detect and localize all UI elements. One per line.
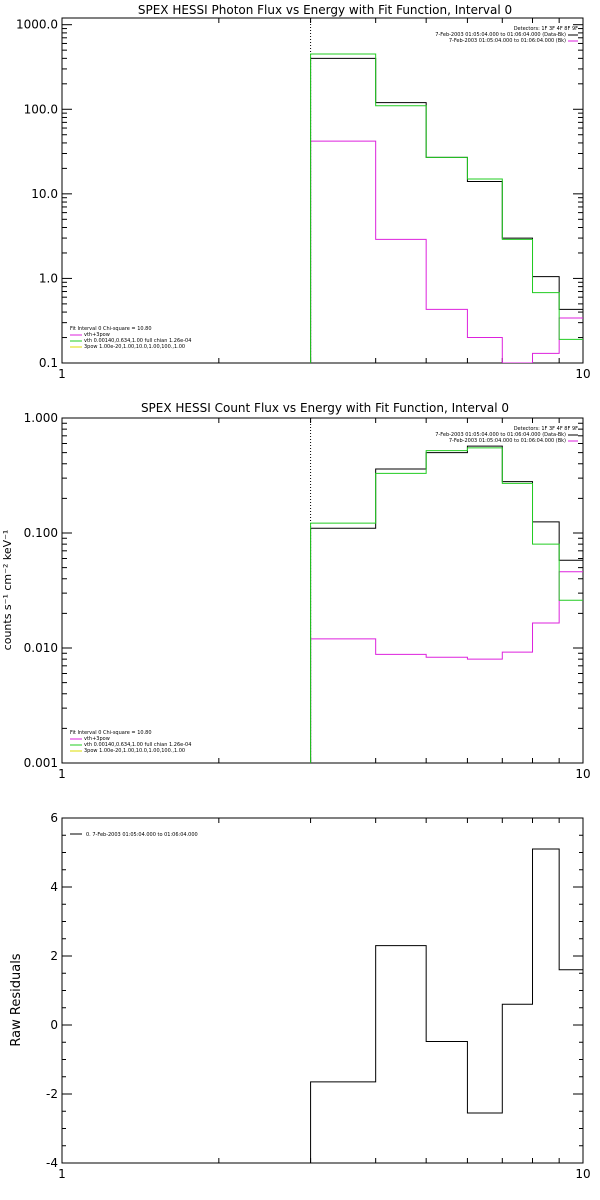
residuals-y-tick-label: 4 xyxy=(50,880,58,894)
residuals-x-tick-label: 10 xyxy=(575,1167,590,1181)
count-header-bk: 7-Feb-2003 01:05:04.000 to 01:06:04.000 … xyxy=(449,438,566,444)
photon-y-tick-label: 1000.0 xyxy=(16,18,58,32)
residuals-y-tick-label: 6 xyxy=(50,811,58,825)
photon-fit-summary: Fit Interval 0 Chi-square = 10.80 xyxy=(70,326,152,332)
photon-series-fit xyxy=(310,53,583,363)
residuals-y-tick-label: -4 xyxy=(46,1156,58,1170)
photon-y-tick-label: 0.1 xyxy=(39,356,58,370)
count-y-tick-label: 1.000 xyxy=(24,411,58,425)
photon-fit-function: vth+3pow xyxy=(84,332,110,338)
count-series-fit xyxy=(310,447,583,763)
count-y-tick-label: 0.010 xyxy=(24,641,58,655)
count-series-data xyxy=(310,445,583,763)
residuals-legend-label: 0. 7-Feb-2003 01:05:04.000 to 01:06:04.0… xyxy=(86,832,198,838)
residuals-y-tick-label: -2 xyxy=(46,1087,58,1101)
count-x-tick-label: 1 xyxy=(58,767,66,781)
count-series-model xyxy=(310,571,583,763)
residuals-plot-frame xyxy=(61,817,584,1164)
residuals-series-residuals xyxy=(310,848,583,1163)
photon-header-detectors: Detectors: 1F 3F 4F 8F 9F xyxy=(514,26,578,32)
photon-y-tick-label: 1.0 xyxy=(39,271,58,285)
residuals-x-tick-label: 1 xyxy=(58,1167,66,1181)
photon-plot-frame xyxy=(61,17,584,364)
photon-header-bk: 7-Feb-2003 01:05:04.000 to 01:06:04.000 … xyxy=(449,38,566,44)
photon-x-tick-label: 10 xyxy=(575,367,590,381)
photon-chart-title: SPEX HESSI Photon Flux vs Energy with Fi… xyxy=(138,3,512,17)
count-fit-vth: vth 0.00140,0.634,1.00 full chian 1.26e-… xyxy=(84,742,191,748)
count-header-detectors: Detectors: 1F 3F 4F 8F 9F xyxy=(514,426,578,432)
count-header-databk: 7-Feb-2003 01:05:04.000 to 01:06:04.000 … xyxy=(435,432,566,438)
count-y-tick-label: 0.001 xyxy=(24,756,58,770)
count-chart-title: SPEX HESSI Count Flux vs Energy with Fit… xyxy=(141,401,509,415)
photon-fit-vth: vth 0.00140,0.634,1.00 full chian 1.26e-… xyxy=(84,338,191,344)
photon-header-databk: 7-Feb-2003 01:05:04.000 to 01:06:04.000 … xyxy=(435,32,566,38)
residuals-y-tick-label: 2 xyxy=(50,949,58,963)
photon-series-model xyxy=(310,140,583,363)
photon-y-tick-label: 10.0 xyxy=(31,187,58,201)
photon-series-data xyxy=(310,57,583,363)
photon-fit-3pow: 3pow 1.00e-20,1.00,10.0,1.00,100.,1.00 xyxy=(84,344,185,350)
residuals-panel: Raw Residuals 0. 7-Feb-2003 01:05:04.000… xyxy=(9,811,591,1181)
count-flux-panel: SPEX HESSI Count Flux vs Energy with Fit… xyxy=(1,401,591,781)
residuals-y-axis-label: Raw Residuals xyxy=(9,953,24,1046)
count-x-tick-label: 10 xyxy=(575,767,590,781)
photon-y-tick-label: 100.0 xyxy=(24,102,58,116)
residuals-y-tick-label: 0 xyxy=(50,1018,58,1032)
count-fit-summary: Fit Interval 0 Chi-square = 10.80 xyxy=(70,730,152,736)
count-y-tick-label: 0.100 xyxy=(24,526,58,540)
count-fit-function: vth+3pow xyxy=(84,736,110,742)
count-plot-frame xyxy=(61,417,584,764)
photon-x-tick-label: 1 xyxy=(58,367,66,381)
count-y-axis-label: counts s⁻¹ cm⁻² keV⁻¹ xyxy=(1,530,14,651)
count-fit-3pow: 3pow 1.00e-20,1.00,10.0,1.00,100.,1.00 xyxy=(84,748,185,754)
photon-flux-panel: SPEX HESSI Photon Flux vs Energy with Fi… xyxy=(16,3,591,381)
